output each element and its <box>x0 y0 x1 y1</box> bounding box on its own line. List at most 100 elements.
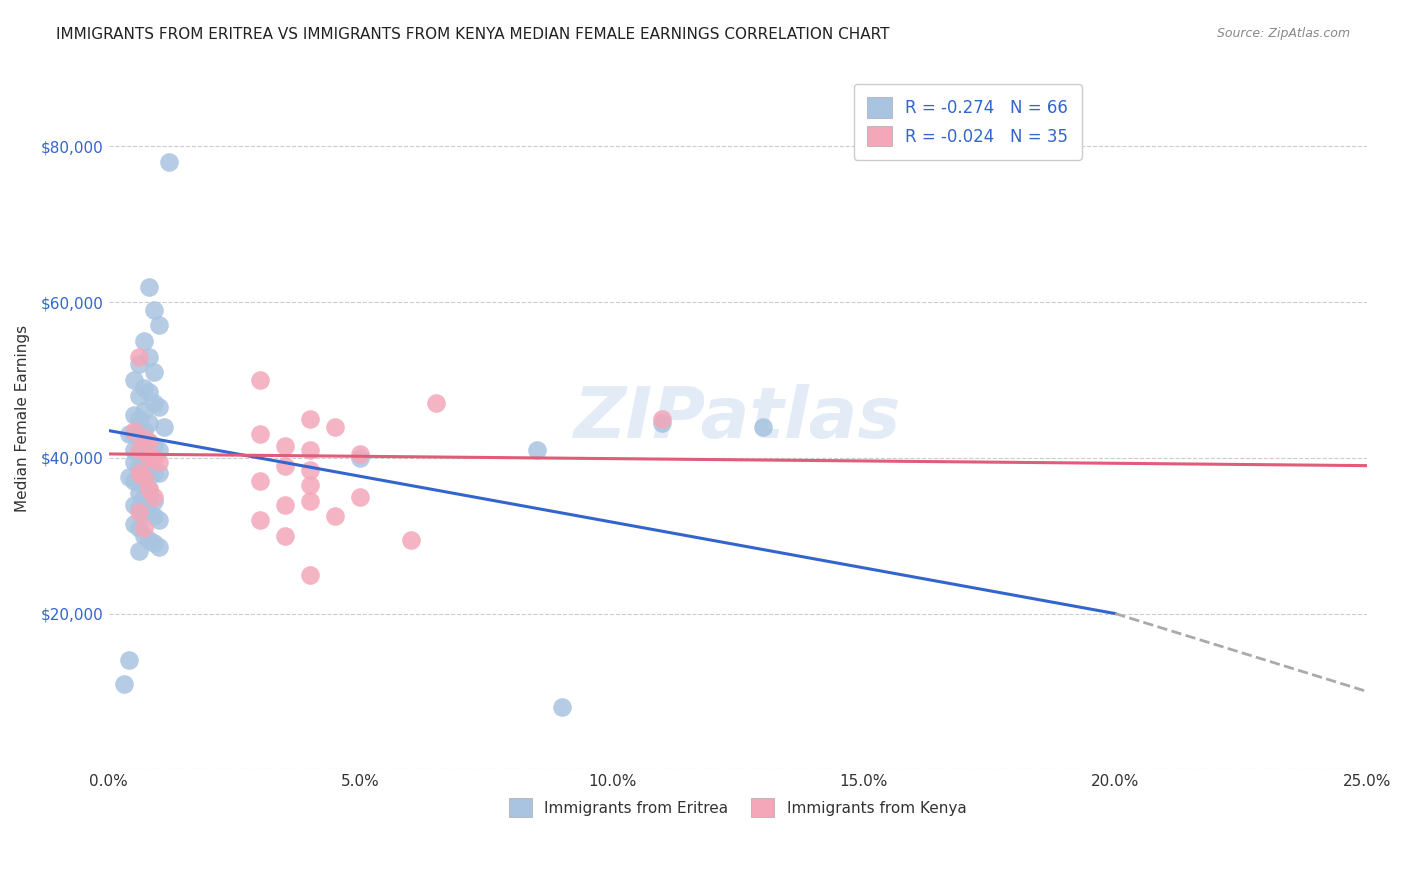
Point <box>143 450 166 465</box>
Point <box>128 467 150 481</box>
Point <box>138 533 160 547</box>
Point <box>148 467 170 481</box>
Point <box>143 467 166 481</box>
Point <box>148 401 170 415</box>
Point <box>148 541 170 555</box>
Point <box>349 450 371 465</box>
Point <box>143 509 166 524</box>
Point <box>122 498 145 512</box>
Point <box>143 365 166 379</box>
Point <box>138 416 160 430</box>
Point <box>651 416 673 430</box>
Point <box>153 419 176 434</box>
Point <box>132 529 155 543</box>
Point <box>323 419 346 434</box>
Point <box>122 455 145 469</box>
Legend: Immigrants from Eritrea, Immigrants from Kenya: Immigrants from Eritrea, Immigrants from… <box>502 791 974 825</box>
Point <box>143 493 166 508</box>
Point <box>128 544 150 558</box>
Point <box>122 408 145 422</box>
Point <box>349 447 371 461</box>
Point <box>122 373 145 387</box>
Point <box>138 384 160 399</box>
Point <box>118 427 141 442</box>
Point <box>138 482 160 496</box>
Point <box>132 381 155 395</box>
Point <box>249 474 271 488</box>
Point <box>128 412 150 426</box>
Point <box>138 462 160 476</box>
Point <box>143 490 166 504</box>
Text: Source: ZipAtlas.com: Source: ZipAtlas.com <box>1216 27 1350 40</box>
Y-axis label: Median Female Earnings: Median Female Earnings <box>15 326 30 513</box>
Point <box>138 450 160 465</box>
Point <box>128 474 150 488</box>
Point <box>143 536 166 550</box>
Point <box>128 447 150 461</box>
Point <box>128 388 150 402</box>
Point <box>299 462 322 476</box>
Point <box>249 373 271 387</box>
Point <box>274 439 297 453</box>
Point <box>122 516 145 531</box>
Point <box>138 505 160 519</box>
Point <box>299 478 322 492</box>
Point <box>526 443 548 458</box>
Point <box>148 443 170 458</box>
Point <box>249 513 271 527</box>
Point <box>128 486 150 500</box>
Point <box>148 513 170 527</box>
Point <box>132 490 155 504</box>
Point <box>128 350 150 364</box>
Point <box>128 458 150 473</box>
Point <box>274 498 297 512</box>
Point <box>132 435 155 450</box>
Point <box>132 450 155 465</box>
Point <box>132 431 155 445</box>
Point <box>128 521 150 535</box>
Text: IMMIGRANTS FROM ERITREA VS IMMIGRANTS FROM KENYA MEDIAN FEMALE EARNINGS CORRELAT: IMMIGRANTS FROM ERITREA VS IMMIGRANTS FR… <box>56 27 890 42</box>
Point <box>349 490 371 504</box>
Point <box>132 505 155 519</box>
Point <box>249 427 271 442</box>
Text: ZIPatlas: ZIPatlas <box>574 384 901 453</box>
Point <box>148 455 170 469</box>
Point <box>132 521 155 535</box>
Point <box>752 419 775 434</box>
Point <box>299 412 322 426</box>
Point <box>128 443 150 458</box>
Point <box>143 302 166 317</box>
Point <box>323 509 346 524</box>
Point <box>132 458 155 473</box>
Point <box>299 493 322 508</box>
Point <box>274 458 297 473</box>
Point <box>132 334 155 348</box>
Point <box>138 279 160 293</box>
Point <box>132 424 155 438</box>
Point <box>274 529 297 543</box>
Point <box>157 155 180 169</box>
Point <box>148 318 170 333</box>
Point <box>138 482 160 496</box>
Point <box>132 404 155 418</box>
Point <box>651 412 673 426</box>
Point <box>128 505 150 519</box>
Point <box>143 439 166 453</box>
Point <box>128 431 150 445</box>
Point <box>138 490 160 504</box>
Point <box>132 478 155 492</box>
Point <box>122 424 145 438</box>
Point <box>138 350 160 364</box>
Point <box>399 533 422 547</box>
Point <box>143 396 166 410</box>
Point <box>132 470 155 484</box>
Point <box>551 700 574 714</box>
Point <box>299 443 322 458</box>
Point <box>122 443 145 458</box>
Point <box>128 358 150 372</box>
Point <box>128 501 150 516</box>
Point <box>122 474 145 488</box>
Point <box>118 653 141 667</box>
Point <box>138 435 160 450</box>
Point <box>112 676 135 690</box>
